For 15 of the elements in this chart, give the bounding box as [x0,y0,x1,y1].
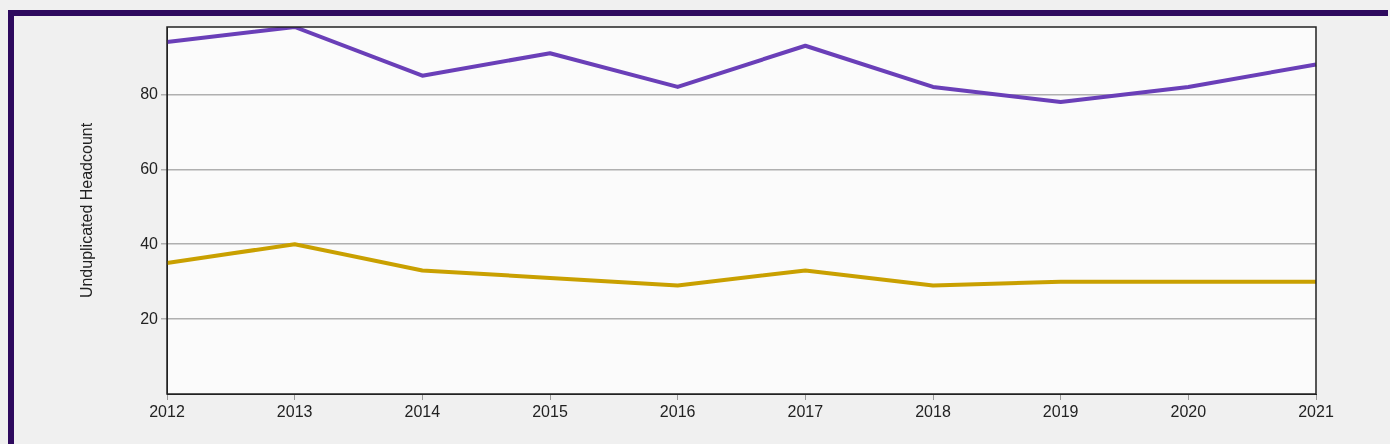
y-tick-label: 80 [140,84,159,102]
y-tick-label: 60 [140,159,159,177]
y-axis-title: Unduplicated Headcount [78,122,96,299]
x-tick-label: 2013 [276,403,313,421]
x-tick-label: 2021 [1298,403,1334,421]
x-tick-label: 2018 [915,403,951,421]
x-tick-label: 2020 [1170,403,1207,421]
x-tick-label: 2014 [404,403,441,421]
x-tick-label: 2017 [787,403,824,421]
y-tick-label: 20 [140,309,159,327]
x-tick-label: 2016 [659,403,696,421]
x-tick-label: 2019 [1042,403,1079,421]
x-tick-label: 2015 [532,403,568,421]
x-tick-label: 2012 [149,403,185,421]
y-tick-label: 40 [140,234,159,252]
